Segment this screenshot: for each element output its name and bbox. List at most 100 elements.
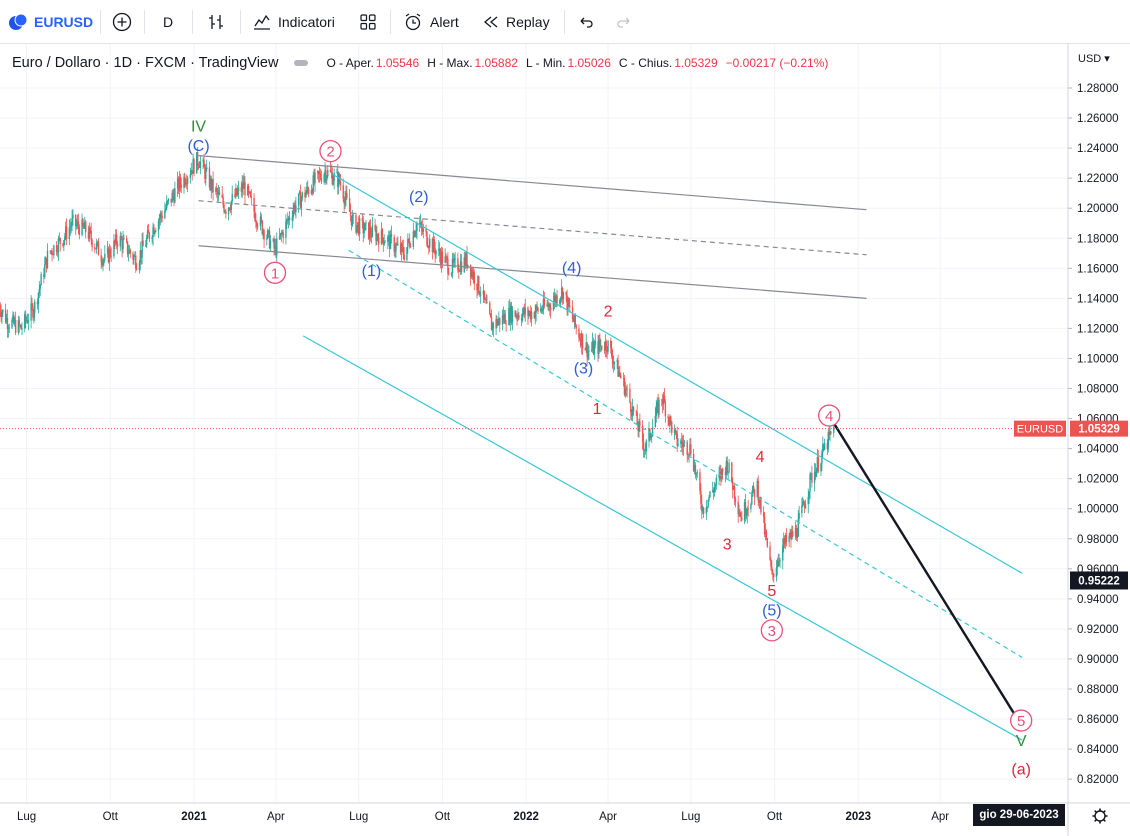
candle-body [33, 312, 35, 318]
templates-button[interactable] [357, 8, 379, 36]
price-chart[interactable]: IV (C) 2 1 (2) (1) (4) 2 (3) 1 4 4 3 5 (5) 3 5 V (a) 1.280… [0, 44, 1130, 836]
wave-label-text: V [1016, 733, 1027, 750]
candle-body [448, 273, 450, 275]
interval-button[interactable]: D [158, 8, 178, 36]
candle-body [644, 449, 647, 451]
candle-body [641, 425, 644, 442]
candle-body [389, 233, 392, 249]
legend-toggle-dot[interactable] [294, 60, 309, 66]
candle-body [546, 304, 548, 306]
candle-body [688, 454, 690, 456]
candle-body [77, 221, 80, 228]
replay-button[interactable]: Replay [482, 8, 550, 36]
candle-body [332, 180, 334, 185]
candle-body [381, 229, 384, 238]
wave-label-text: (1) [362, 263, 382, 280]
legend-close-label: C - Chius. [618, 56, 673, 70]
candle-body [677, 444, 679, 446]
candle-body [668, 417, 670, 425]
candle-body [797, 518, 799, 537]
candle-body [809, 474, 811, 492]
candle-body [375, 229, 377, 241]
candle-body [663, 395, 666, 403]
compare-symbol-button[interactable] [110, 8, 134, 36]
price-tick-label: 1.00000 [1077, 504, 1119, 516]
symbol-button[interactable]: EURUSD [8, 8, 93, 36]
candle-body [257, 225, 259, 227]
price-tick-label: 0.94000 [1077, 594, 1119, 606]
candle-body [828, 432, 830, 435]
candle-body [317, 171, 320, 175]
chart-type-button[interactable] [205, 8, 227, 36]
candle-body [479, 294, 482, 296]
candle-body [760, 497, 762, 513]
top-toolbar: EURUSD D Indicatori [0, 0, 1130, 44]
symbol-label: EURUSD [34, 14, 94, 30]
legend-change-value: −0.00217 (−0.21%) [725, 56, 829, 70]
candle-body [349, 211, 352, 216]
candle-body [5, 318, 8, 323]
candle-body [121, 239, 123, 250]
candle-body [301, 192, 303, 199]
candle-body [775, 567, 778, 577]
candle-body [664, 402, 667, 417]
candle-body [808, 491, 810, 497]
candle-body [568, 298, 570, 306]
candle-body [783, 538, 786, 544]
candle-body [45, 257, 48, 268]
grid-lines [0, 44, 1068, 803]
price-tick-label: 0.88000 [1077, 684, 1119, 696]
candle-body [241, 183, 243, 192]
candle-body [185, 183, 187, 185]
candle-body [31, 303, 33, 306]
candle-body [569, 305, 571, 308]
candle-body [325, 170, 327, 181]
candle-body [556, 295, 558, 304]
candle-body [801, 505, 803, 514]
candle-body [65, 226, 68, 240]
candle-body [529, 311, 531, 314]
candle-body [616, 360, 618, 362]
candle-body [745, 514, 748, 516]
candle-body [186, 177, 189, 184]
price-tick-label: 0.82000 [1077, 774, 1119, 786]
candle-body [515, 315, 517, 317]
candle-body [769, 546, 771, 560]
candle-body [772, 573, 775, 577]
undo-button[interactable] [576, 8, 596, 36]
candle-body [141, 240, 143, 258]
candle-body [445, 256, 447, 258]
candle-body [756, 480, 758, 498]
candle-body [620, 375, 622, 379]
candle-body [734, 498, 737, 502]
candle-body [365, 222, 367, 224]
candle-body [555, 295, 557, 303]
candle-body [406, 247, 408, 260]
candle-body [413, 231, 415, 237]
candle-body [26, 320, 29, 323]
candle-body [733, 485, 736, 499]
candle-body [176, 178, 179, 189]
candle-body [508, 308, 510, 325]
candle-body [521, 313, 524, 321]
candle-body [123, 238, 125, 240]
indicators-button[interactable]: Indicatori [252, 8, 335, 36]
candle-body [741, 517, 743, 521]
alert-button[interactable]: Alert [403, 8, 459, 36]
candle-body [636, 412, 638, 426]
candle-body [788, 536, 790, 542]
cyan-dashed-trendline [348, 249, 1023, 658]
redo-button[interactable] [614, 8, 634, 36]
projection-line [832, 422, 1023, 726]
candle-body [817, 457, 819, 472]
candle-body [502, 315, 505, 321]
candle-body [348, 198, 351, 212]
candle-body [605, 341, 607, 351]
toolbar-divider [100, 10, 101, 34]
candle-body [217, 192, 220, 195]
toolbar-divider [144, 10, 145, 34]
candle-body [78, 227, 81, 236]
candle-body [40, 274, 42, 286]
candle-body [352, 214, 354, 216]
candle-body [273, 239, 275, 249]
